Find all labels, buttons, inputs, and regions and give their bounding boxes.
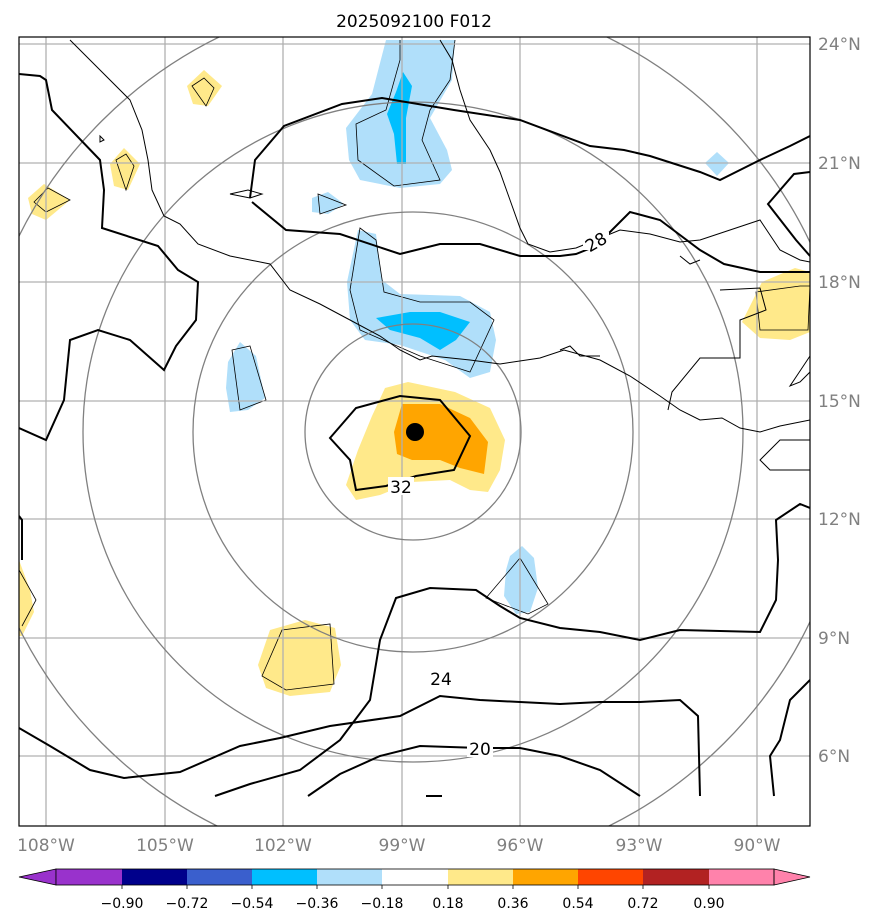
lon-label: 99°W — [379, 836, 426, 856]
map-title: 2025092100 F012 — [336, 12, 492, 32]
negative-anomaly-central — [347, 230, 496, 378]
positive-anomaly-northwest-1 — [187, 70, 222, 106]
lon-label: 96°W — [497, 836, 544, 856]
colorbar-bin — [448, 869, 513, 885]
colorbar-label: 0.90 — [693, 896, 724, 912]
map-panel: 28 32 24 20 — [18, 36, 811, 827]
isotherm-24-south — [214, 502, 810, 797]
colorbar-bin — [382, 869, 448, 885]
strong-negative-anomaly-north — [387, 72, 412, 164]
colorbar-bin — [122, 869, 187, 885]
colorbar-label: −0.18 — [361, 896, 404, 912]
positive-anomaly-northwest-3 — [28, 184, 70, 220]
isotherm-32 — [328, 394, 472, 492]
lon-label: 105°W — [136, 836, 194, 856]
lat-label: 9°N — [818, 629, 850, 649]
lat-label: 6°N — [818, 747, 850, 767]
longitude-labels: 108°W 105°W 102°W 99°W 96°W 93°W 90°W — [17, 836, 781, 856]
lon-label: 93°W — [616, 836, 663, 856]
colorbar-bin — [513, 869, 578, 885]
contour-label-24: 24 — [430, 670, 452, 690]
isotherm-28-mid — [251, 201, 810, 273]
coastlines — [69, 39, 810, 471]
colorbar-label: 0.36 — [497, 896, 528, 912]
positive-anomaly-southwest — [258, 620, 341, 696]
colorbar-extend-low — [18, 868, 57, 886]
colorbar-bin — [709, 869, 774, 885]
colorbar-bin — [56, 869, 122, 885]
negative-anomaly-south — [504, 546, 538, 614]
colorbar-label: −0.54 — [231, 896, 274, 912]
isotherm-28-north — [249, 96, 810, 199]
lon-label: 102°W — [254, 836, 312, 856]
colorbar-bin — [578, 869, 643, 885]
isotherm-east-low — [768, 679, 810, 797]
colorbar-label: 0.18 — [432, 896, 463, 912]
isotherm-28 — [19, 73, 200, 442]
range-rings — [19, 37, 810, 826]
positive-anomaly-west-edge — [19, 560, 34, 636]
lat-label: 21°N — [818, 154, 861, 174]
lat-label: 15°N — [818, 392, 861, 412]
colorbar-bin — [187, 869, 252, 885]
map-frame — [18, 36, 811, 827]
storm-center-marker — [406, 423, 424, 441]
lat-label: 24°N — [818, 35, 861, 55]
positive-anomaly-northwest-2 — [110, 148, 140, 190]
contour-label-20: 20 — [469, 740, 491, 760]
colorbar: −0.90 −0.72 −0.54 −0.36 −0.18 0.18 0.36 … — [18, 868, 811, 912]
colorbar-frame — [55, 868, 775, 886]
strong-positive-anomaly-center — [394, 404, 488, 474]
isotherms — [19, 73, 810, 797]
isotherm-28-east — [766, 171, 810, 257]
colorbar-label: 0.72 — [627, 896, 658, 912]
colorbar-label: −0.90 — [101, 896, 144, 912]
lat-label: 12°N — [818, 510, 861, 530]
colorbar-label: 0.54 — [562, 896, 593, 912]
graticule — [19, 37, 810, 826]
isotherm-24 — [19, 515, 23, 560]
negative-anomaly-west — [226, 342, 265, 412]
negative-anomaly-east — [705, 152, 729, 176]
colorbar-label: −0.36 — [296, 896, 339, 912]
anomaly-shading — [19, 40, 810, 696]
isotherm-20 — [19, 694, 701, 797]
lat-label: 18°N — [818, 273, 861, 293]
latitude-labels: 24°N 21°N 18°N 15°N 12°N 9°N 6°N — [818, 35, 861, 767]
contour-label-32: 32 — [390, 478, 412, 498]
colorbar-bin — [643, 869, 709, 885]
colorbar-bin — [317, 869, 382, 885]
strong-negative-anomaly-central — [376, 312, 470, 350]
lon-label: 90°W — [734, 836, 781, 856]
colorbar-extend-high — [773, 868, 811, 886]
lon-label: 108°W — [17, 836, 75, 856]
colorbar-bin — [252, 869, 317, 885]
colorbar-label: −0.72 — [166, 896, 209, 912]
